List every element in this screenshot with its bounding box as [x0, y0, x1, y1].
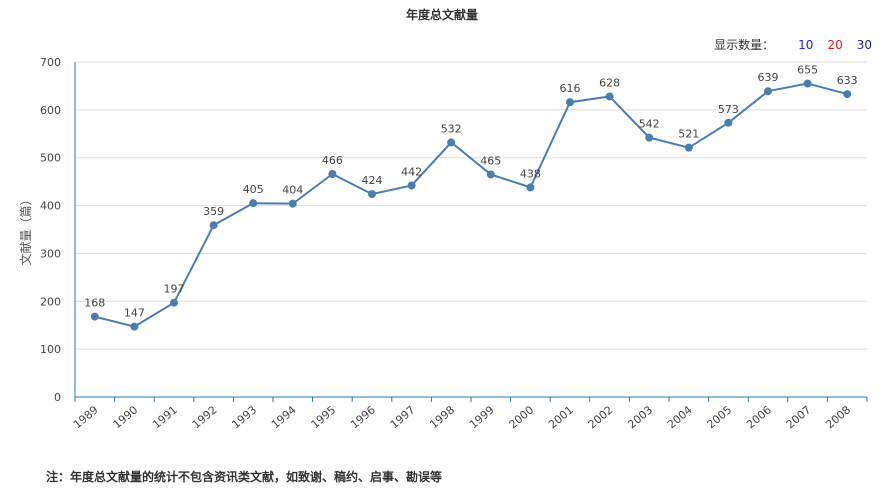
data-point [724, 118, 733, 127]
data-label: 639 [758, 71, 779, 84]
x-tick-label: 2005 [705, 403, 735, 431]
data-point [368, 190, 376, 199]
data-label: 168 [84, 297, 105, 310]
data-label: 197 [164, 283, 185, 296]
display-count-option-30[interactable]: 30 [856, 37, 872, 52]
x-tick-label: 2002 [586, 403, 616, 431]
data-label: 466 [322, 154, 343, 167]
data-point [407, 181, 416, 190]
data-point [843, 90, 852, 99]
x-tick-label: 1993 [229, 403, 259, 431]
data-point [170, 298, 178, 307]
data-label: 633 [837, 74, 858, 87]
footnote: 注：年度总文献量的统计不包含资讯类文献，如致谢、稿约、启事、勘误等 [46, 470, 443, 484]
data-point [328, 169, 337, 178]
data-label: 655 [797, 64, 818, 77]
data-point [684, 143, 693, 152]
data-label: 147 [124, 307, 145, 320]
data-label: 405 [243, 183, 264, 196]
data-point [90, 312, 99, 321]
x-tick-label: 2008 [823, 403, 853, 431]
x-tick-label: 1992 [190, 403, 220, 431]
x-tick-label: 2000 [507, 403, 537, 431]
data-point [288, 199, 297, 208]
x-tick-label: 1991 [150, 403, 180, 431]
x-tick-label: 2007 [784, 403, 814, 431]
x-tick-label: 2006 [744, 403, 774, 431]
data-point [209, 221, 218, 230]
y-tick-label: 300 [40, 247, 61, 260]
data-point [803, 79, 812, 88]
x-tick-label: 1998 [427, 403, 457, 431]
data-point [447, 138, 456, 147]
data-point [486, 170, 495, 179]
series-line [94, 82, 848, 328]
y-axis-title: 文献量（篇） [18, 193, 33, 265]
x-tick-label: 2001 [546, 403, 576, 431]
x-tick-label: 1990 [111, 403, 141, 431]
data-label: 628 [599, 76, 620, 89]
data-label: 521 [678, 128, 699, 141]
y-tick-label: 0 [54, 391, 61, 404]
data-point [605, 92, 614, 101]
data-label: 404 [282, 184, 303, 197]
x-tick-label: 1999 [467, 403, 497, 431]
x-tick-label: 1996 [348, 403, 378, 431]
data-label: 542 [639, 118, 660, 131]
data-label: 465 [480, 154, 501, 167]
data-point [526, 183, 535, 192]
data-point [566, 98, 574, 107]
data-label: 616 [560, 82, 581, 95]
x-tick-label: 2003 [625, 403, 655, 431]
y-tick-label: 100 [40, 343, 61, 356]
display-count-option-20[interactable]: 20 [827, 37, 843, 52]
data-label: 359 [203, 205, 224, 218]
y-tick-label: 500 [40, 152, 61, 165]
data-label: 442 [401, 165, 422, 178]
x-tick-label: 1995 [309, 403, 339, 431]
data-label: 424 [362, 174, 383, 187]
x-tick-label: 1989 [71, 403, 101, 431]
x-tick-label: 2004 [665, 403, 695, 431]
data-label: 438 [520, 167, 541, 180]
display-count-label: 显示数量： [714, 38, 775, 52]
y-tick-label: 700 [40, 56, 61, 69]
y-tick-label: 400 [40, 200, 61, 213]
chart-title: 年度总文献量 [405, 8, 478, 22]
y-tick-label: 200 [40, 295, 61, 308]
data-point [645, 133, 654, 142]
data-point [764, 87, 772, 96]
y-tick-label: 600 [40, 104, 61, 117]
data-label: 532 [441, 122, 462, 135]
x-tick-label: 1994 [269, 403, 299, 431]
display-count-option-10[interactable]: 10 [798, 37, 814, 52]
data-label: 573 [718, 103, 739, 116]
data-point [130, 322, 139, 331]
display-count-selector: 显示数量： 10 20 30 [714, 36, 872, 53]
data-point [249, 199, 258, 208]
x-tick-label: 1997 [388, 403, 418, 431]
